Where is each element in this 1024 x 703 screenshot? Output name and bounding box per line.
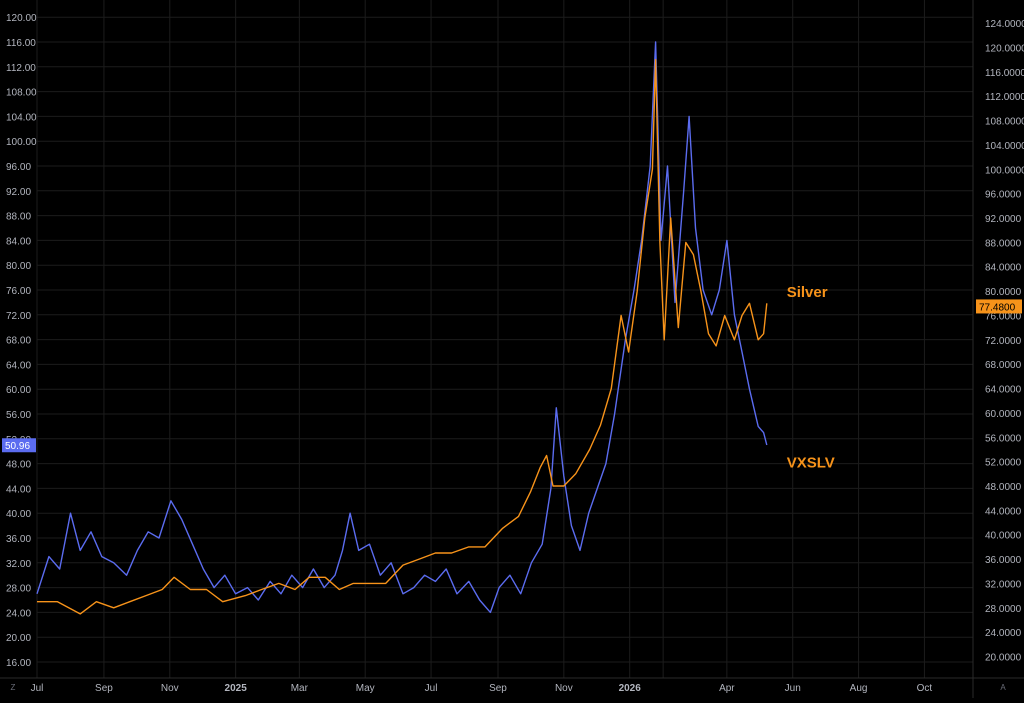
right-axis-tick-label: 112.0000	[985, 92, 1024, 103]
x-axis-tick-label: May	[356, 683, 375, 694]
x-axis-tick-label: Jul	[425, 683, 438, 694]
right-axis-tick-label: 20.0000	[985, 653, 1022, 664]
left-axis-tick-label: 32.00	[6, 559, 31, 570]
left-axis-tick-label: 108.00	[6, 88, 37, 99]
x-axis-tick-label: Nov	[161, 683, 179, 694]
left-axis-tick-label: 36.00	[6, 534, 31, 545]
left-axis-tick-label: 60.00	[6, 385, 31, 396]
x-axis-tick-label: 2026	[619, 683, 642, 694]
x-axis-tick-label: Jun	[785, 683, 801, 694]
right-axis-tick-label: 116.0000	[985, 68, 1024, 79]
right-axis-tick-label: 48.0000	[985, 482, 1022, 493]
left-axis-tick-label: 100.00	[6, 137, 37, 148]
right-axis-tick-label: 76.0000	[985, 311, 1022, 322]
series-line-vxslv	[36, 41, 768, 614]
last-value-badge-text: 77.4800	[979, 302, 1016, 313]
x-axis-tick-label: Nov	[555, 683, 573, 694]
left-axis-tick-label: 92.00	[6, 187, 31, 198]
right-axis-tick-label: 100.0000	[985, 165, 1024, 176]
x-axis-tick-label: Oct	[917, 683, 933, 694]
last-value-badge-vxslv	[2, 438, 36, 453]
left-axis-tick-label: 116.00	[6, 38, 36, 49]
x-axis-tick-label: Mar	[291, 683, 309, 694]
left-axis-tick-label: 48.00	[6, 460, 31, 471]
right-axis-tick-label: 84.0000	[985, 263, 1022, 274]
right-axis-tick-label: 120.0000	[985, 44, 1024, 55]
last-value-badge-silver	[976, 299, 1022, 314]
left-axis-tick-label: 104.00	[6, 112, 37, 123]
right-axis-tick-label: 96.0000	[985, 190, 1022, 201]
right-axis-tick-label: 72.0000	[985, 336, 1022, 347]
right-axis-tick-label: 32.0000	[985, 579, 1022, 590]
x-axis-tick-label: Apr	[719, 683, 735, 694]
x-axis-tick-label: 2025	[225, 683, 248, 694]
right-axis-tick-label: 92.0000	[985, 214, 1022, 225]
x-axis-tick-label: Jul	[31, 683, 44, 694]
x-axis-tick-label: Sep	[489, 683, 507, 694]
series-line-silver	[37, 59, 768, 615]
left-axis-tick-label: 88.00	[6, 212, 31, 223]
left-axis-tick-label: 72.00	[6, 311, 31, 322]
corner-label-left: Z	[11, 683, 16, 692]
right-axis-tick-label: 64.0000	[985, 385, 1022, 396]
left-axis-tick-label: 24.00	[6, 608, 31, 619]
left-axis-tick-label: 28.00	[6, 584, 31, 595]
right-axis-tick-label: 36.0000	[985, 555, 1022, 566]
right-axis-tick-label: 40.0000	[985, 531, 1022, 542]
left-axis-tick-label: 64.00	[6, 360, 31, 371]
right-axis-tick-label: 52.0000	[985, 458, 1022, 469]
left-axis-tick-label: 76.00	[6, 286, 31, 297]
left-axis-tick-label: 44.00	[6, 484, 31, 495]
right-axis-tick-label: 24.0000	[985, 628, 1022, 639]
left-axis-tick-label: 96.00	[6, 162, 31, 173]
right-axis-tick-label: 44.0000	[985, 506, 1022, 517]
corner-label-right: A	[1000, 683, 1006, 692]
annotation-vxslv: VXSLV	[787, 455, 835, 472]
left-axis-tick-label: 112.00	[6, 63, 36, 74]
right-axis-tick-label: 68.0000	[985, 360, 1022, 371]
right-axis-tick-label: 108.0000	[985, 117, 1024, 128]
right-axis-tick-label: 124.0000	[985, 19, 1024, 30]
right-axis-tick-label: 56.0000	[985, 433, 1022, 444]
right-axis-tick-label: 104.0000	[985, 141, 1024, 152]
left-axis-tick-label: 120.00	[6, 13, 37, 24]
right-axis-tick-label: 80.0000	[985, 287, 1022, 298]
left-axis-tick-label: 56.00	[6, 410, 31, 421]
x-axis-tick-label: Sep	[95, 683, 113, 694]
left-axis-tick-label: 84.00	[6, 236, 31, 247]
right-axis-tick-label: 60.0000	[985, 409, 1022, 420]
left-axis-tick-label: 68.00	[6, 336, 31, 347]
right-axis-tick-label: 28.0000	[985, 604, 1022, 615]
x-axis-tick-label: Aug	[850, 683, 868, 694]
left-axis-tick-label: 80.00	[6, 261, 31, 272]
left-axis-tick-label: 40.00	[6, 509, 31, 520]
annotation-silver: Silver	[787, 284, 828, 301]
left-axis-tick-label: 20.00	[6, 633, 31, 644]
last-value-badge-text: 50.96	[5, 441, 30, 452]
right-axis-tick-label: 88.0000	[985, 238, 1022, 249]
left-axis-tick-label: 16.00	[6, 658, 31, 669]
